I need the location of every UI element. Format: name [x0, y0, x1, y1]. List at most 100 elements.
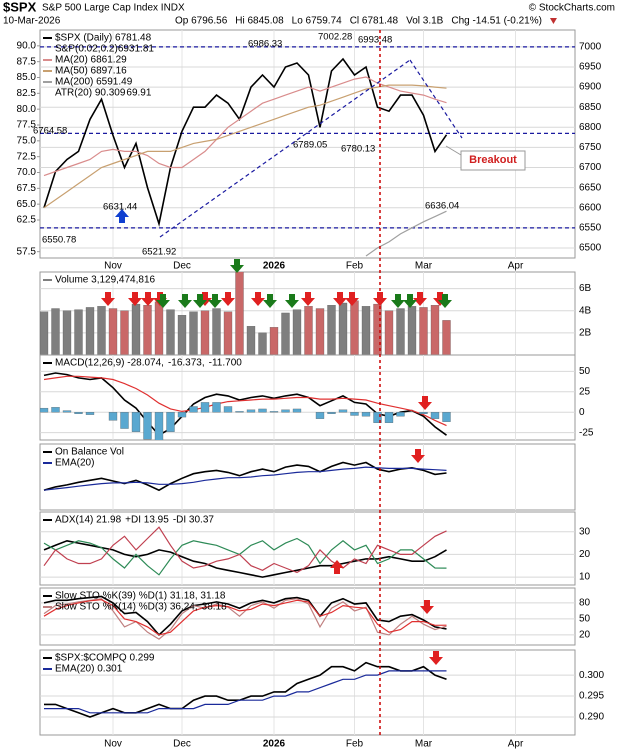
- signal-arrow: [373, 292, 387, 306]
- legend-label: Slow STO %K(14) %D(3) 36.24,: [55, 602, 198, 613]
- panel-frame: [39, 443, 576, 511]
- y-tick-label: 6750: [579, 142, 602, 153]
- y2-tick-label: 75.0: [17, 135, 37, 146]
- bar: [85, 307, 95, 355]
- price-label: 6521.92: [142, 247, 176, 258]
- x-tick-label: Mar: [415, 261, 433, 272]
- symbol: $SPX: [3, 0, 37, 14]
- y2-tick-label: 90.0: [17, 40, 37, 51]
- y-tick-label: 6700: [579, 162, 602, 173]
- signal-arrow: [418, 396, 432, 410]
- credit: © StockCharts.com: [529, 3, 615, 14]
- signal-arrow: [403, 294, 417, 308]
- bar: [200, 402, 210, 413]
- y2-tick-label: 72.5: [17, 151, 37, 162]
- bar: [200, 310, 210, 355]
- y2-tick-label: 65.0: [17, 199, 37, 210]
- bar: [177, 315, 187, 355]
- bar: [143, 412, 152, 440]
- y-tick-label: 6850: [579, 102, 602, 113]
- signal-arrow: [221, 292, 235, 306]
- x-tick-label: Dec: [173, 261, 191, 272]
- bar: [40, 407, 49, 413]
- y-tick-label: 20: [579, 549, 591, 560]
- y-tick-label: 80: [579, 598, 591, 609]
- y-tick-label: 2B: [579, 328, 592, 339]
- bar: [442, 412, 451, 422]
- signal-arrow: [433, 292, 447, 306]
- x-tick-label: 2026: [263, 739, 286, 750]
- series-line: [43, 466, 447, 491]
- x-tick-label: Feb: [346, 739, 364, 750]
- bar: [108, 412, 118, 421]
- price-label: 6986.33: [248, 39, 282, 50]
- y-tick-label: 0.295: [579, 691, 604, 702]
- bar: [269, 411, 279, 413]
- bar: [258, 332, 267, 355]
- legend-label: $SPX (Daily) 6781.48: [55, 33, 152, 44]
- legend-label: +DI 13.95: [125, 515, 169, 526]
- bar: [327, 412, 336, 414]
- signal-arrow: [420, 600, 434, 614]
- bar: [97, 306, 106, 355]
- bar: [373, 412, 382, 423]
- x-tick-label: Apr: [508, 739, 524, 750]
- signal-arrow: [251, 292, 265, 306]
- bar: [396, 412, 405, 417]
- legend-label: Volume 3,129,474,816: [55, 275, 156, 286]
- bar: [315, 412, 325, 419]
- bar: [361, 306, 371, 355]
- quote-item: Lo 6759.74: [292, 16, 342, 27]
- y-tick-label: 6650: [579, 182, 602, 193]
- y2-tick-label: 77.5: [17, 120, 37, 131]
- bar: [108, 308, 118, 355]
- plot-area: [40, 46, 575, 257]
- y-tick-label: -25: [579, 427, 594, 438]
- bar: [373, 303, 382, 355]
- quote-item: Op 6796.56: [175, 16, 228, 27]
- y2-tick-label: 87.5: [17, 56, 37, 67]
- legend-label: -16.373,: [168, 358, 205, 369]
- bar: [62, 310, 72, 355]
- y-tick-label: 25: [579, 386, 591, 397]
- quote-item: Chg -14.51 (-0.21%): [451, 16, 542, 27]
- bar: [384, 412, 394, 423]
- y-tick-label: 6800: [579, 122, 602, 133]
- y-tick-label: 4B: [579, 305, 592, 316]
- legend-label: -11.700: [209, 358, 243, 369]
- x-tick-label: Feb: [346, 261, 364, 272]
- bar: [166, 309, 175, 355]
- legend-label: MACD(12,26,9) -28.074,: [55, 358, 164, 369]
- x-tick-label: 2026: [263, 261, 286, 272]
- legend-label: S&P(0.02,0.2)6931.81: [55, 44, 154, 55]
- signal-arrow: [413, 292, 427, 306]
- bar: [350, 300, 359, 355]
- y-tick-label: 10: [579, 572, 591, 583]
- symbol-name: S&P 500 Large Cap Index INDX: [42, 3, 185, 14]
- legend-label: MA(200) 6591.49: [55, 77, 133, 88]
- signal-arrow: [128, 292, 142, 306]
- x-tick-label: Apr: [508, 261, 524, 272]
- bar: [258, 408, 267, 413]
- bar: [212, 402, 221, 413]
- y-tick-label: 50: [579, 614, 591, 625]
- y-tick-label: 6550: [579, 222, 602, 233]
- price-label: 6550.78: [42, 235, 76, 246]
- bar: [292, 408, 302, 413]
- y-tick-label: 6600: [579, 202, 602, 213]
- legend-label: $SPX:$COMPQ 0.299: [55, 653, 155, 664]
- price-label: 6780.13: [341, 144, 375, 155]
- bar: [442, 320, 451, 355]
- signal-arrow: [330, 560, 344, 574]
- y2-tick-label: 57.5: [17, 246, 37, 257]
- date: 10-Mar-2026: [3, 16, 61, 27]
- signal-arrow: [301, 292, 315, 306]
- bar: [51, 308, 60, 355]
- y-tick-label: 30: [579, 526, 591, 537]
- x-tick-label: Mar: [415, 739, 433, 750]
- legend-label: Slow STO %K(39) %D(1) 31.18, 31.18: [55, 591, 226, 602]
- signal-arrow: [285, 294, 299, 308]
- signal-arrow: [115, 209, 129, 223]
- y-tick-label: 6B: [579, 283, 592, 294]
- y2-tick-label: 70.0: [17, 167, 37, 178]
